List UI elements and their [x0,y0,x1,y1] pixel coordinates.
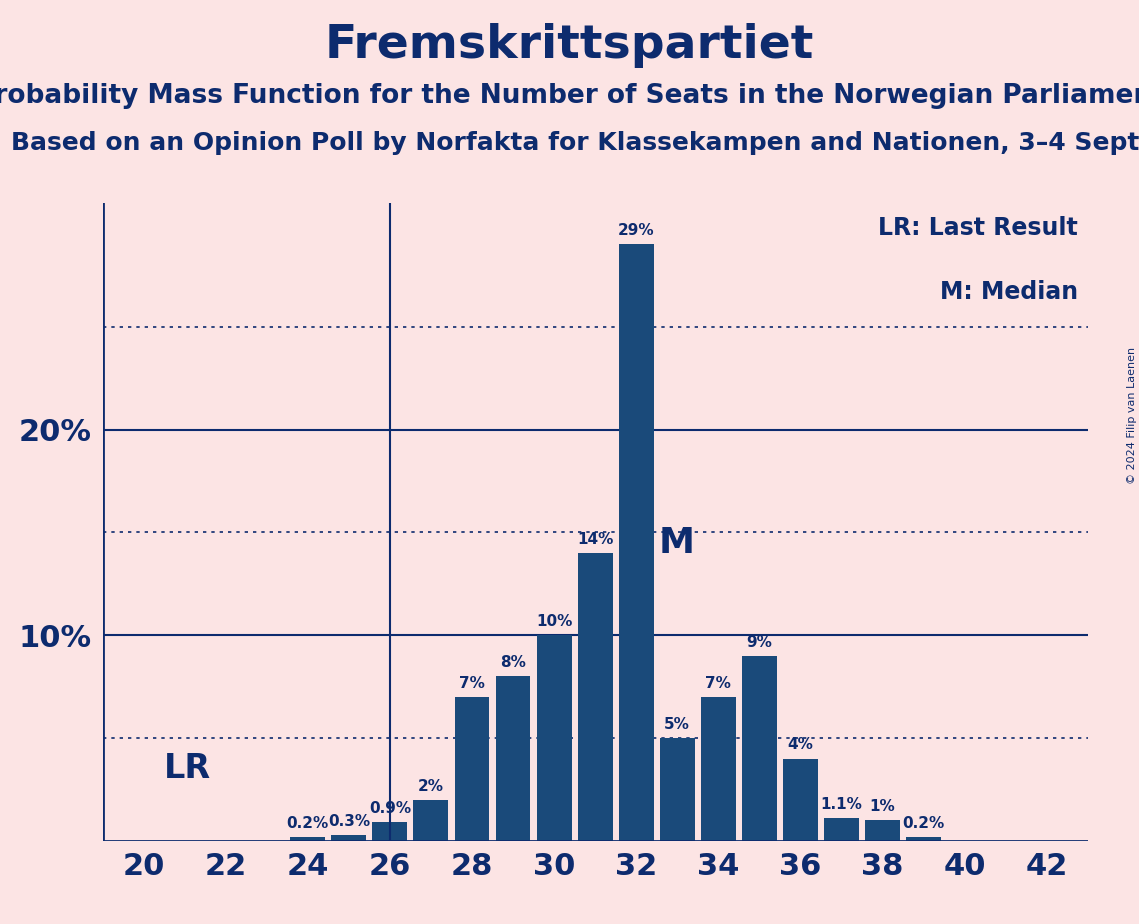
Bar [618,245,654,841]
Text: 0.3%: 0.3% [328,813,370,829]
Bar [290,837,326,841]
Bar [782,759,818,841]
Text: 7%: 7% [459,675,485,691]
Bar [577,553,613,841]
Bar [536,635,572,841]
Text: 10%: 10% [535,614,572,629]
Text: 1%: 1% [869,799,895,814]
Text: Fremskrittspartiet: Fremskrittspartiet [325,23,814,68]
Text: © 2024 Filip van Laenen: © 2024 Filip van Laenen [1126,347,1137,484]
Bar [865,821,900,841]
Text: 4%: 4% [787,737,813,752]
Text: 14%: 14% [577,531,613,547]
Text: 5%: 5% [664,717,690,732]
Text: 29%: 29% [617,224,655,238]
Text: Probability Mass Function for the Number of Seats in the Norwegian Parliament: Probability Mass Function for the Number… [0,83,1139,109]
Bar [907,837,941,841]
Bar [372,822,408,841]
Text: 8%: 8% [500,655,526,670]
Text: Based on an Opinion Poll by Norfakta for Klassekampen and Nationen, 3–4 Septembe: Based on an Opinion Poll by Norfakta for… [11,131,1139,155]
Text: 9%: 9% [746,635,772,650]
Text: LR: LR [164,752,211,785]
Bar [331,834,367,841]
Text: 7%: 7% [705,675,731,691]
Text: LR: Last Result: LR: Last Result [878,216,1077,240]
Bar [700,697,736,841]
Bar [454,697,490,841]
Text: M: M [658,526,695,560]
Text: 0.9%: 0.9% [369,801,411,816]
Text: 2%: 2% [418,779,444,794]
Text: 1.1%: 1.1% [820,797,862,812]
Text: 0.2%: 0.2% [287,816,329,831]
Bar [495,676,531,841]
Text: M: Median: M: Median [940,280,1077,304]
Bar [823,819,859,841]
Text: 0.2%: 0.2% [902,816,944,831]
Bar [413,799,449,841]
Bar [659,738,695,841]
Bar [741,656,777,841]
